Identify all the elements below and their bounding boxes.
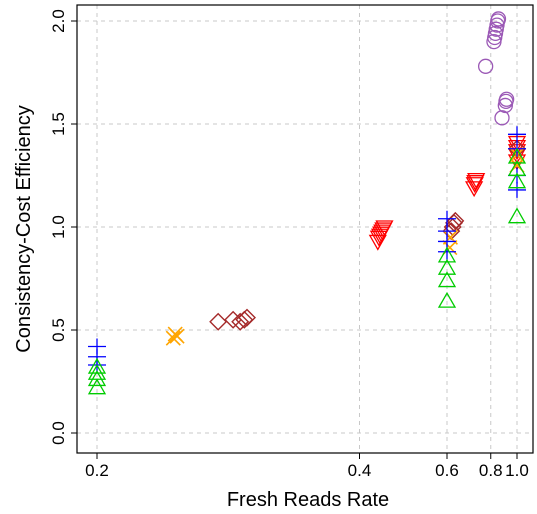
diamond-point	[231, 312, 250, 331]
x-tick-label: 1.0	[505, 461, 529, 480]
triangle-up-point	[437, 246, 457, 263]
x-tick-label: 0.4	[348, 461, 372, 480]
x-tick-label: 0.2	[85, 461, 109, 480]
circle-point	[477, 58, 494, 74]
y-tick-label: 0.5	[49, 318, 68, 342]
triangle-up-point	[507, 172, 527, 189]
diamond-point	[209, 312, 228, 331]
data-points	[87, 11, 527, 395]
triangle-up-point	[507, 160, 527, 176]
triangle-down-point	[375, 220, 394, 237]
x-point	[165, 330, 181, 346]
plus-point	[508, 181, 526, 198]
diamond-point	[238, 308, 256, 327]
y-tick-label: 1.5	[49, 112, 68, 136]
triangle-up-point	[87, 378, 107, 395]
x-tick-label: 0.6	[435, 461, 459, 480]
plus-point	[438, 243, 456, 260]
x-axis-title: Fresh Reads Rate	[227, 489, 389, 511]
triangle-up-point	[437, 291, 457, 308]
diamond-point	[224, 310, 243, 329]
triangle-down-point	[464, 181, 484, 198]
x-tick-label: 0.8	[479, 461, 503, 480]
triangle-up-point	[437, 258, 457, 275]
grid-lines	[77, 5, 533, 453]
y-axis-title: Consistency-Cost Efficiency	[13, 105, 35, 353]
triangle-up-point	[87, 370, 107, 387]
plus-point	[508, 126, 526, 143]
x-point	[169, 328, 185, 344]
circle-point	[490, 11, 507, 27]
triangle-up-point	[87, 357, 107, 374]
y-tick-label: 1.0	[49, 215, 68, 239]
y-tick-label: 2.0	[49, 9, 68, 33]
triangle-up-point	[87, 363, 107, 380]
triangle-up-point	[507, 207, 527, 224]
circle-point	[494, 110, 510, 126]
plot-frame	[76, 4, 534, 454]
circle-point	[498, 91, 515, 107]
triangle-up-point	[507, 147, 527, 164]
triangle-up-point	[437, 271, 457, 288]
axis-ticks: 0.2 0.4 0.6 0.8 1.00.00.51.01.52.0	[49, 9, 529, 480]
triangle-down-point	[467, 172, 486, 189]
y-tick-label: 0.0	[49, 421, 68, 445]
